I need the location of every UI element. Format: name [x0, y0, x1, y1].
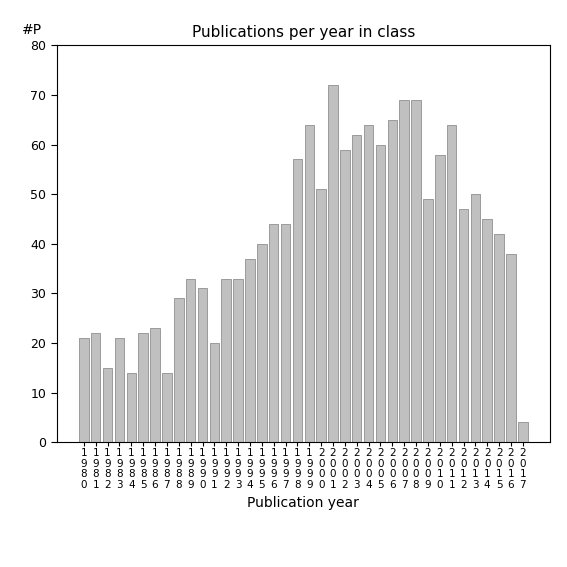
- Bar: [483, 219, 492, 442]
- Bar: [138, 333, 148, 442]
- Bar: [198, 289, 208, 442]
- Bar: [210, 343, 219, 442]
- Bar: [447, 125, 456, 442]
- Bar: [269, 224, 278, 442]
- Bar: [399, 100, 409, 442]
- Bar: [376, 145, 385, 442]
- X-axis label: Publication year: Publication year: [247, 496, 359, 510]
- Bar: [126, 373, 136, 442]
- Text: #P: #P: [22, 23, 43, 37]
- Bar: [79, 338, 88, 442]
- Bar: [257, 244, 266, 442]
- Bar: [293, 159, 302, 442]
- Bar: [174, 298, 184, 442]
- Bar: [150, 328, 160, 442]
- Title: Publications per year in class: Publications per year in class: [192, 25, 415, 40]
- Bar: [328, 85, 338, 442]
- Bar: [234, 278, 243, 442]
- Bar: [423, 199, 433, 442]
- Bar: [506, 254, 516, 442]
- Bar: [304, 125, 314, 442]
- Bar: [281, 224, 290, 442]
- Bar: [103, 368, 112, 442]
- Bar: [316, 189, 326, 442]
- Bar: [494, 234, 504, 442]
- Bar: [186, 278, 196, 442]
- Bar: [115, 338, 124, 442]
- Bar: [340, 150, 350, 442]
- Bar: [471, 194, 480, 442]
- Bar: [162, 373, 172, 442]
- Bar: [459, 209, 468, 442]
- Bar: [91, 333, 100, 442]
- Bar: [435, 155, 445, 442]
- Bar: [411, 100, 421, 442]
- Bar: [245, 259, 255, 442]
- Bar: [222, 278, 231, 442]
- Bar: [364, 125, 373, 442]
- Bar: [518, 422, 527, 442]
- Bar: [388, 120, 397, 442]
- Bar: [352, 135, 362, 442]
